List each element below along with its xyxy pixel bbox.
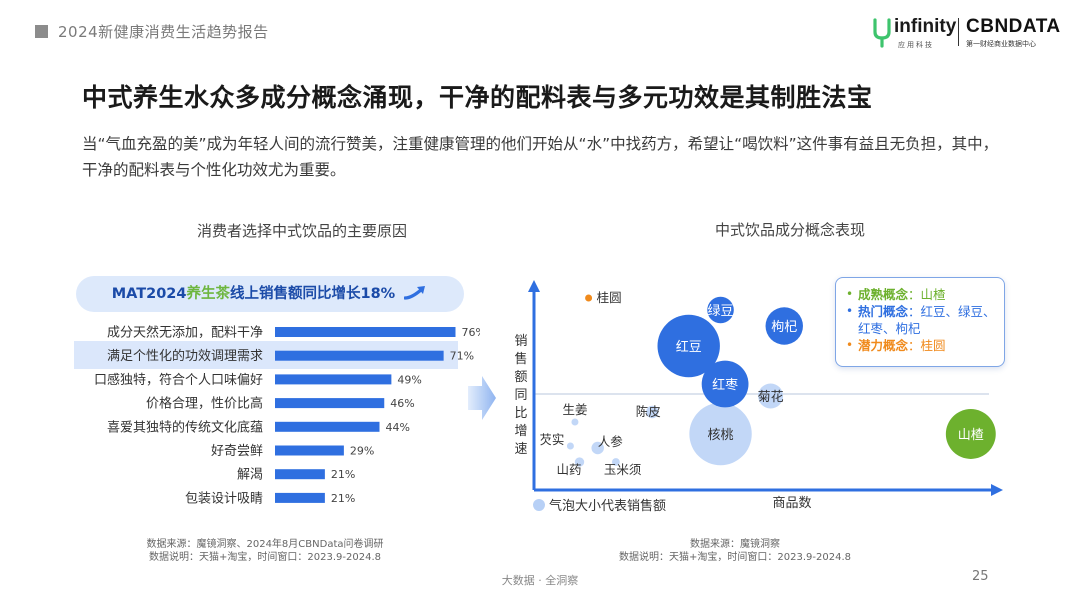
size-legend-dot: [533, 499, 545, 511]
bar: [275, 445, 344, 456]
infinity-logo-subtext: 应用科技: [898, 41, 934, 49]
bubble: [707, 296, 734, 324]
bar-value-label: 21%: [331, 492, 355, 505]
bubble: [646, 405, 659, 419]
bar: [275, 350, 444, 361]
bubble: [585, 294, 593, 302]
right-source-line: 数据来源：魔镜洞察: [690, 539, 780, 550]
logo-divider: [958, 18, 959, 46]
bubble-label: 陈皮: [636, 404, 661, 419]
bubble-label: 芡实: [539, 432, 564, 447]
cbndata-logo: CBNDATA 第一财经商业数据中心: [966, 16, 1061, 49]
x-axis-label: 商品数: [772, 496, 811, 511]
bubble: [701, 360, 749, 408]
legend-mature: • 成熟概念：山楂: [846, 287, 946, 302]
bubble: [571, 418, 579, 426]
growth-banner-text: MAT2024养生茶线上销售额同比增长18%: [112, 276, 396, 312]
x-axis-arrow-icon: [991, 484, 1003, 496]
bar-value-label: 46%: [390, 397, 414, 410]
intro-paragraph: 当“气血充盈的美”成为年轻人间的流行赞美，注重健康管理的他们开始从“水”中找药方…: [82, 135, 999, 179]
right-data-source: 数据来源：魔镜洞察 数据说明：天猫+淘宝，时间窗口：2023.9-2024.8: [585, 538, 885, 564]
bar: [275, 492, 325, 503]
cbndata-logo-text: CBNDATA: [966, 16, 1061, 37]
transition-arrow-icon: [468, 376, 496, 420]
bar-value-label: 44%: [386, 421, 410, 434]
growth-banner-value: 18%: [360, 286, 396, 302]
bubble-label: 桂圆: [597, 290, 622, 305]
trend-up-arrow-icon: [404, 286, 426, 300]
bubble-label: 山楂: [958, 428, 984, 443]
legend-potential: • 潜力概念：桂圆: [846, 338, 946, 353]
bar-category-label: 喜爱其独特的传统文化底蕴: [107, 419, 263, 435]
bubble: [612, 458, 620, 466]
reasons-bar-chart: 成分天然无添加，配料干净 76% 满足个性化的功效调理需求 71% 口感独特，符合个人口…: [94, 325, 481, 507]
bar-category-label: 成分天然无添加，配料干净: [107, 325, 263, 341]
cbndata-logo-subtext: 第一财经商业数据中心: [966, 40, 1036, 48]
legend-hot: • 热门概念：红豆、绿豆、红枣、枸杞: [846, 304, 996, 336]
bar-value-label: 71%: [450, 350, 474, 363]
bar-category-label: 满足个性化的功效调理需求: [107, 348, 263, 364]
infinity-logo-icon: [873, 18, 891, 48]
y-axis-label: 销售额同比增速: [514, 334, 527, 457]
growth-banner-middle: 线上销售额同比增长: [229, 286, 361, 302]
bubble-label: 绿豆: [708, 304, 734, 319]
bar-chart-title: 消费者选择中式饮品的主要原因: [196, 222, 407, 240]
header-square-mark: [35, 25, 48, 38]
bar-category-label: 好奇尝鲜: [211, 443, 263, 459]
left-note-line: 数据说明：天猫+淘宝，时间窗口：2023.9-2024.8: [149, 552, 381, 563]
bubble-chart-title: 中式饮品成分概念表现: [714, 221, 865, 239]
growth-banner-prefix: MAT2024: [111, 286, 187, 302]
size-legend-label: 气泡大小代表销售额: [549, 498, 666, 514]
bubble-label: 红枣: [712, 377, 738, 393]
infinity-logo-text: infinity: [894, 16, 957, 37]
y-axis-arrow-icon: [528, 280, 540, 292]
bar-value-label: 29%: [350, 445, 374, 458]
bar-value-label: 21%: [331, 468, 355, 481]
report-title: 2024新健康消费生活趋势报告: [58, 23, 269, 41]
growth-banner: MAT2024养生茶线上销售额同比增长18%: [76, 276, 464, 312]
bubble-label: 山药: [556, 462, 581, 477]
footer-tagline: 大数据 · 全洞察: [501, 574, 579, 587]
bar-value-label: 49%: [397, 373, 421, 386]
bubble: [689, 402, 752, 466]
bar-category-label: 包装设计吸睛: [185, 491, 263, 506]
page-number: 25: [972, 569, 989, 584]
bar: [275, 398, 385, 409]
left-data-source: 数据来源：魔镜洞察、2024年8月CBNData问卷调研 数据说明：天猫+淘宝，…: [100, 538, 430, 564]
bubble: [574, 457, 585, 467]
bar: [275, 374, 392, 385]
bubble: [657, 314, 720, 378]
bubble: [765, 307, 803, 345]
bar-category-label: 价格合理，性价比高: [146, 396, 263, 412]
bubble: [945, 409, 996, 459]
bar-value-label: 76%: [462, 326, 481, 339]
bubble-label: 菊花: [758, 389, 784, 405]
bubble-label: 核桃: [708, 428, 734, 443]
bubble-label: 红豆: [676, 339, 702, 355]
bubble: [758, 383, 784, 409]
concept-legend: • 成熟概念：山楂 • 热门概念：红豆、绿豆、红枣、枸杞 • 潜力概念：桂圆: [835, 277, 1005, 367]
bubble-label: 枸杞: [771, 320, 797, 335]
bar: [275, 469, 325, 480]
bubble-label: 生姜: [562, 402, 587, 417]
bubble-label: 人参: [598, 434, 624, 449]
page-title: 中式养生水众多成分概念涌现，干净的配料表与多元功效是其制胜法宝: [82, 83, 873, 112]
bubble: [566, 442, 574, 450]
growth-banner-highlight: 养生茶: [186, 286, 230, 302]
bar: [275, 421, 380, 432]
bar-category-label: 口感独特，符合个人口味偏好: [94, 372, 263, 388]
left-source-line: 数据来源：魔镜洞察、2024年8月CBNData问卷调研: [146, 539, 384, 550]
bar: [275, 327, 456, 337]
bubble-label: 玉米须: [604, 462, 642, 477]
bubble: [591, 441, 604, 455]
bar-category-label: 解渴: [237, 468, 263, 483]
right-note-line: 数据说明：天猫+淘宝，时间窗口：2023.9-2024.8: [619, 552, 851, 563]
